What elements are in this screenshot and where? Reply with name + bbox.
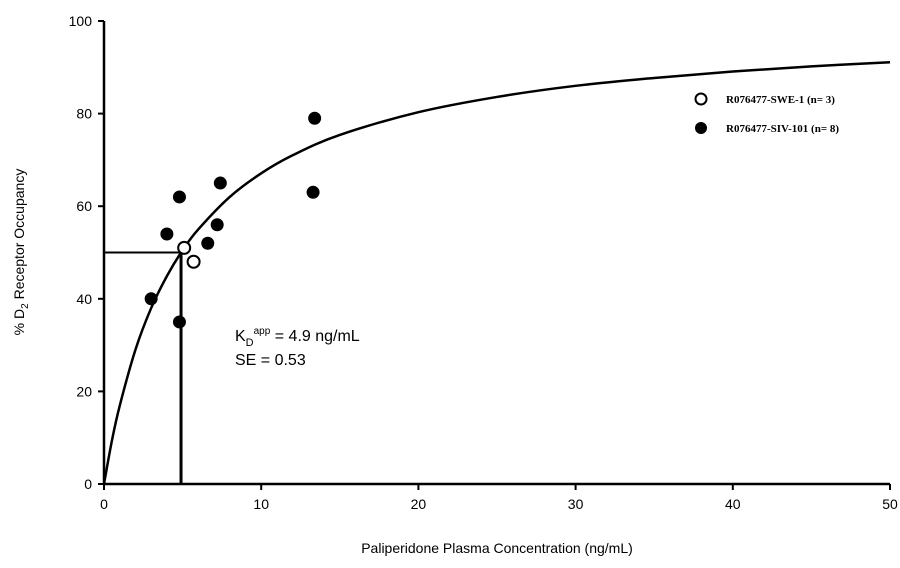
legend-marker bbox=[694, 92, 708, 106]
data-point bbox=[160, 227, 174, 241]
legend-label: R076477-SIV-101 (n= 8) bbox=[726, 123, 839, 135]
x-tick-label: 40 bbox=[725, 496, 741, 512]
data-point bbox=[177, 240, 192, 255]
x-tick-label: 20 bbox=[411, 496, 427, 512]
y-tick-label: 80 bbox=[76, 106, 92, 122]
kd-k: K bbox=[235, 328, 246, 345]
y-tick-label: 20 bbox=[76, 383, 92, 399]
data-point bbox=[172, 190, 186, 204]
y-label-part: Receptor Occupancy bbox=[11, 169, 27, 304]
kd-annotation: KDapp = 4.9 ng/mL bbox=[235, 326, 360, 349]
kd-value: = 4.9 ng/mL bbox=[270, 328, 359, 345]
y-tick-label: 60 bbox=[76, 198, 92, 214]
kd-sub: D bbox=[246, 337, 254, 349]
fit-curve bbox=[102, 60, 891, 485]
x-tick-label: 50 bbox=[882, 496, 898, 512]
x-tick-label: 0 bbox=[100, 496, 108, 512]
data-point bbox=[213, 176, 227, 190]
y-axis-label: % D2 Receptor Occupancy bbox=[11, 169, 31, 336]
x-tick-label: 30 bbox=[568, 496, 584, 512]
legend: R076477-SWE-1 (n= 3) R076477-SIV-101 (n= … bbox=[694, 92, 839, 135]
data-point bbox=[308, 111, 322, 125]
y-label-part: % D bbox=[11, 309, 27, 335]
x-axis-label: Paliperidone Plasma Concentration (ng/mL… bbox=[361, 540, 633, 556]
data-point bbox=[172, 315, 186, 329]
legend-label: R076477-SWE-1 (n= 3) bbox=[726, 94, 835, 106]
se-annotation: SE = 0.53 bbox=[235, 352, 306, 369]
y-tick-label: 100 bbox=[69, 13, 93, 29]
data-point bbox=[144, 292, 158, 306]
y-tick-label: 40 bbox=[76, 291, 92, 307]
data-point bbox=[186, 254, 201, 269]
y-tick-label: 0 bbox=[84, 476, 92, 492]
data-point bbox=[306, 185, 320, 199]
x-tick-label: 10 bbox=[253, 496, 269, 512]
y-label-sub: 2 bbox=[20, 303, 31, 309]
kd-sup: app bbox=[254, 326, 271, 337]
legend-marker bbox=[695, 122, 707, 134]
data-point bbox=[210, 218, 224, 232]
data-point bbox=[201, 236, 215, 250]
